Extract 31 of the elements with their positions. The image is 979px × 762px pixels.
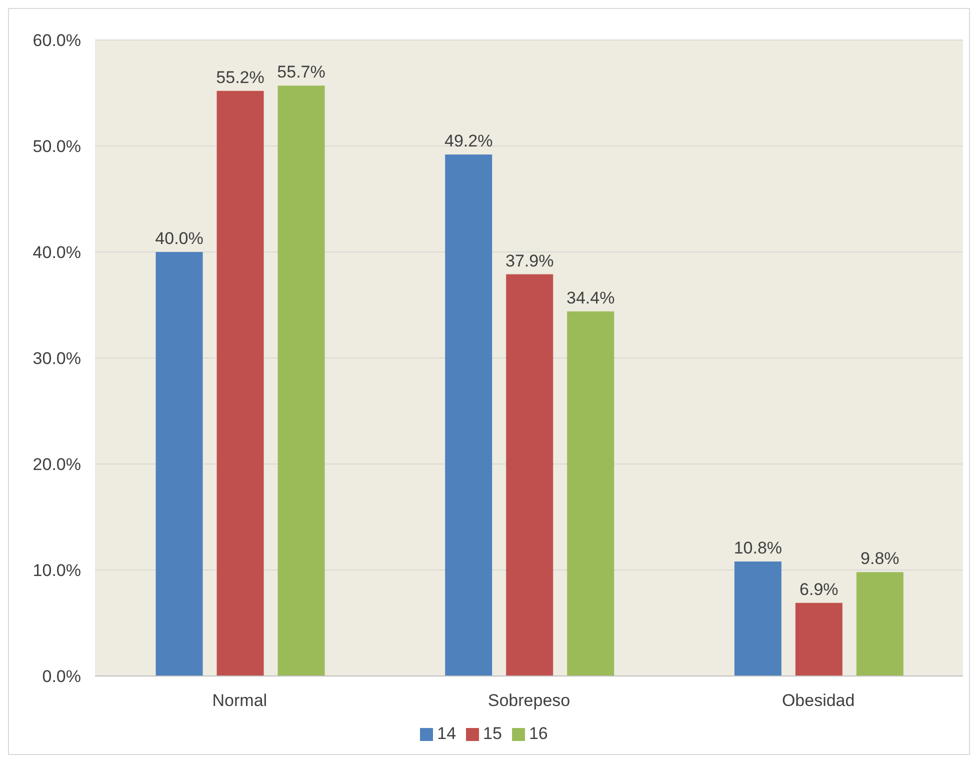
data-label: 37.9% bbox=[505, 251, 554, 270]
bar bbox=[156, 252, 203, 676]
bar bbox=[506, 274, 554, 676]
data-label: 55.2% bbox=[216, 68, 264, 87]
legend-label: 14 bbox=[437, 724, 456, 743]
data-label: 34.4% bbox=[566, 288, 615, 308]
data-label: 9.8% bbox=[860, 549, 900, 568]
y-tick-label: 30.0% bbox=[32, 349, 81, 368]
y-tick-label: 60.0% bbox=[32, 31, 81, 50]
bar bbox=[795, 602, 842, 676]
data-label: 40.0% bbox=[155, 229, 204, 248]
data-label: 10.8% bbox=[734, 538, 782, 558]
bar bbox=[856, 572, 904, 676]
y-tick-label: 10.0% bbox=[32, 561, 81, 580]
legend-label: 16 bbox=[528, 724, 548, 743]
bar bbox=[734, 562, 782, 676]
y-tick-label: 40.0% bbox=[32, 243, 81, 262]
x-tick-label: Normal bbox=[212, 691, 268, 710]
data-label: 49.2% bbox=[444, 131, 493, 150]
bar bbox=[278, 86, 325, 676]
data-label: 6.9% bbox=[800, 580, 838, 599]
bar bbox=[445, 154, 492, 676]
legend-label: 15 bbox=[483, 724, 502, 743]
x-tick-label: Obesidad bbox=[782, 691, 855, 710]
bar bbox=[216, 90, 264, 676]
bar bbox=[567, 311, 614, 676]
data-label: 55.7% bbox=[277, 62, 326, 82]
y-tick-label: 20.0% bbox=[32, 455, 81, 474]
y-tick-label: 0.0% bbox=[42, 667, 81, 686]
y-tick-label: 50.0% bbox=[32, 137, 81, 156]
x-tick-label: Sobrepeso bbox=[488, 691, 570, 710]
